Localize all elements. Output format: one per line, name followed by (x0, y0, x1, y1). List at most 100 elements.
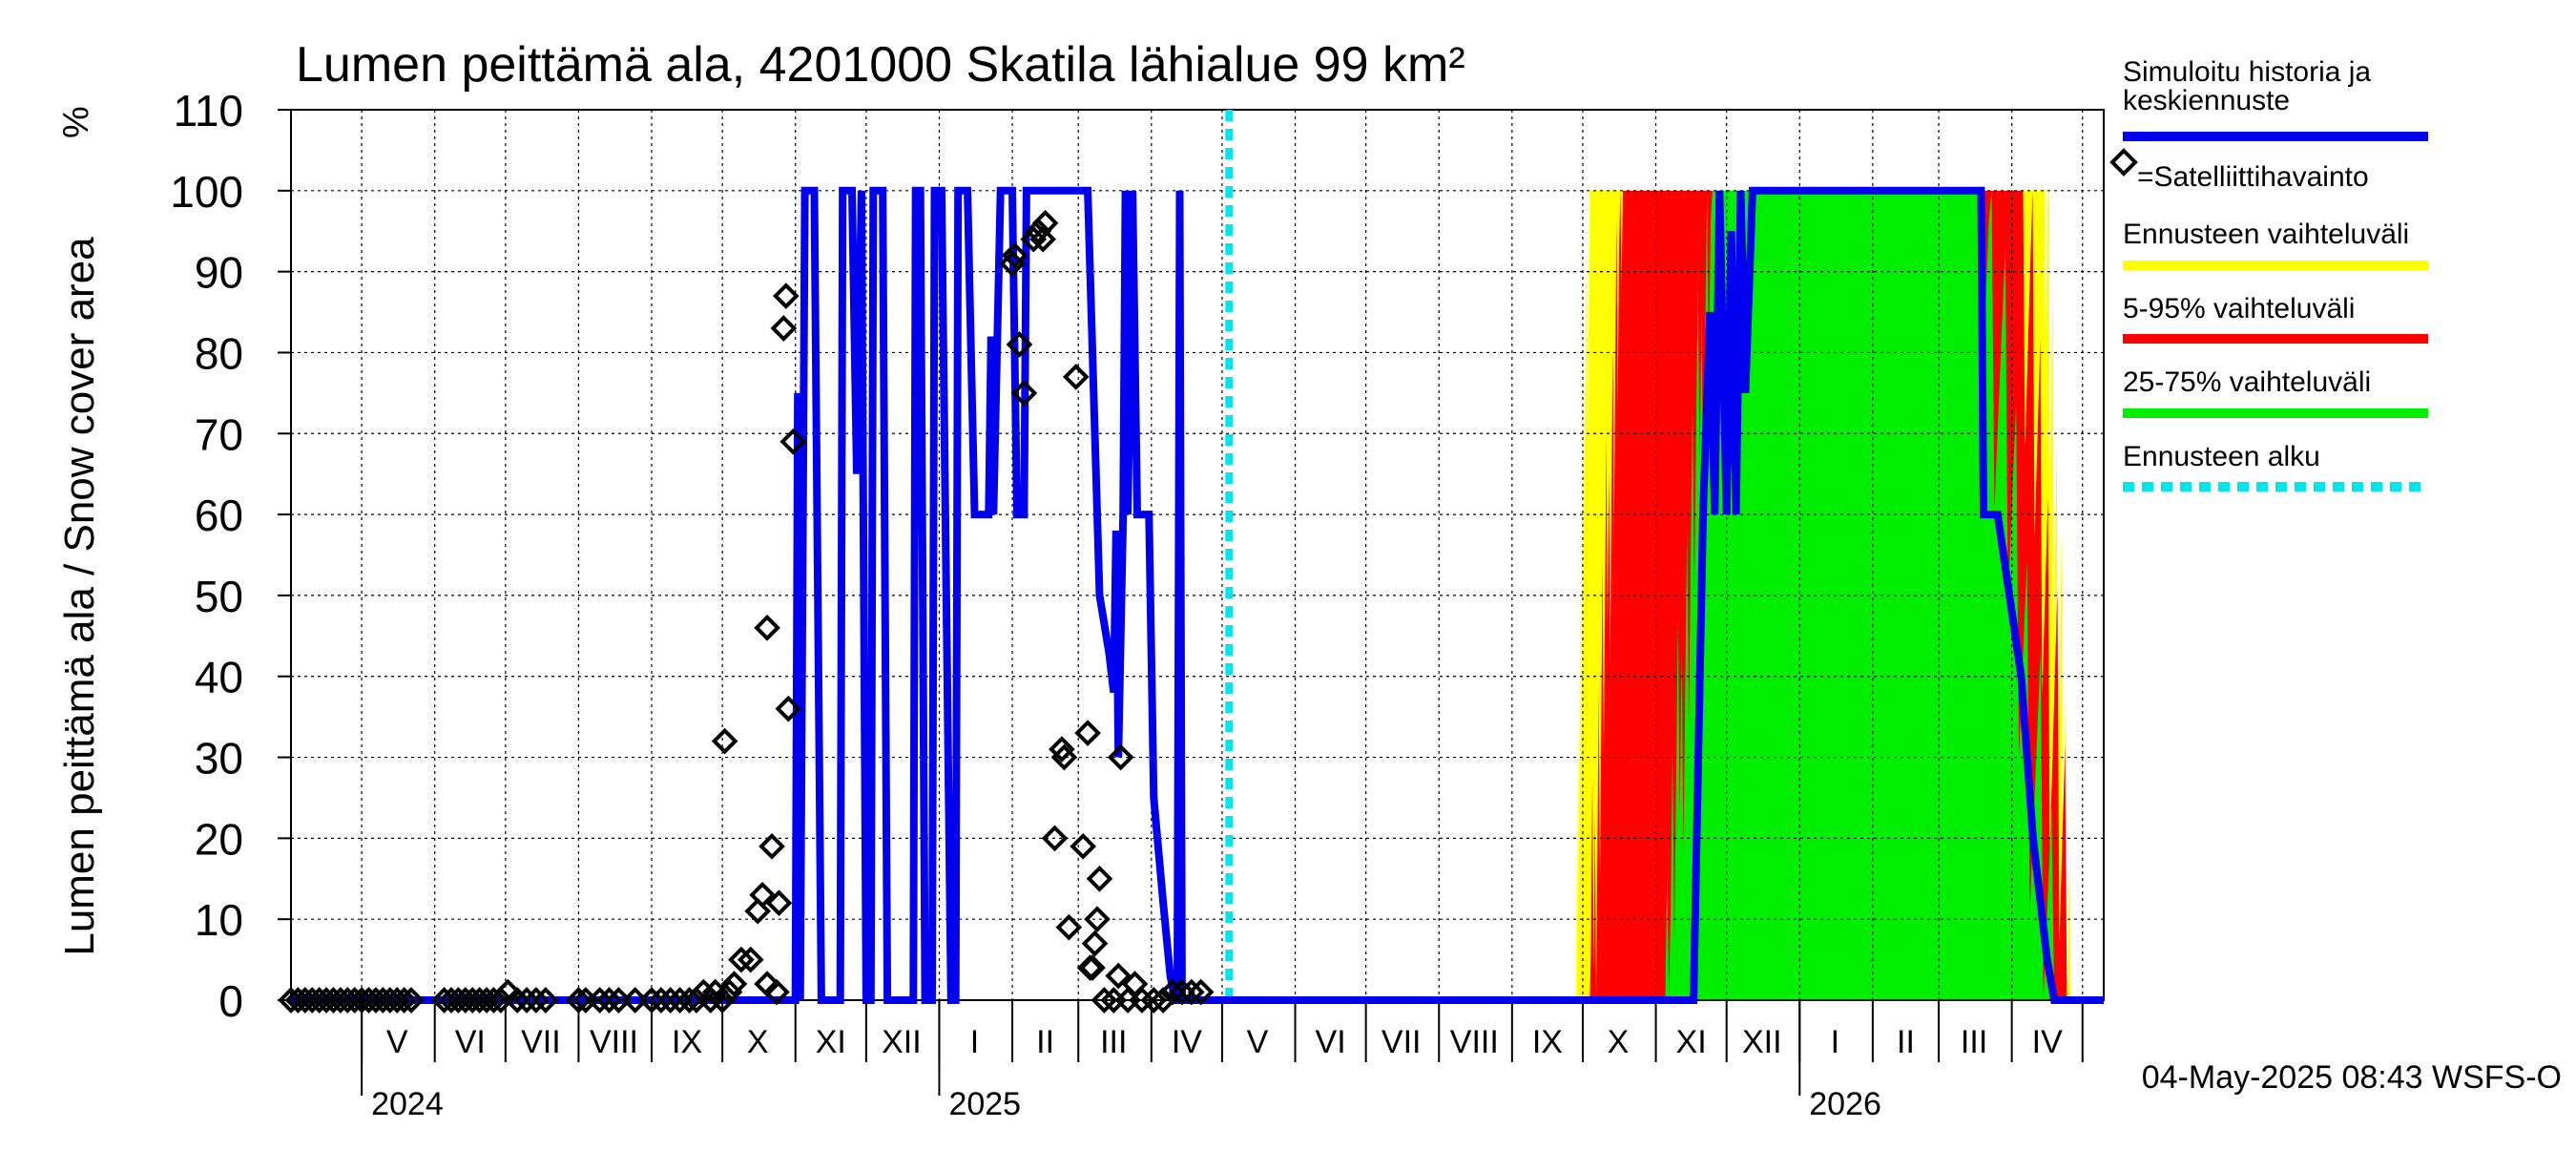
forecast-band-25-75 (1665, 190, 2055, 1000)
series-line-simulated (291, 186, 2104, 1004)
observation-marker (1086, 865, 1113, 892)
observation-marker (1029, 225, 1056, 253)
timestamp: 04-May-2025 08:43 WSFS-O (2142, 1059, 2562, 1096)
month-label: V (1247, 1024, 1269, 1060)
month-label: XI (816, 1024, 846, 1060)
legend-25-75-label: 25-75% vaihteluväli (2123, 366, 2371, 398)
observation-marker (648, 987, 675, 1014)
observation-marker (523, 987, 550, 1014)
month-label: VI (455, 1024, 486, 1060)
observation-marker (1001, 241, 1028, 269)
observation-marker (504, 987, 531, 1014)
observation-marker (1074, 720, 1101, 746)
observation-marker (754, 615, 780, 641)
observation-marker (716, 978, 743, 1006)
observation-marker (1091, 987, 1118, 1014)
observation-marker (1049, 736, 1075, 763)
y-axis-unit: % (56, 106, 96, 138)
month-label: II (1897, 1024, 1915, 1060)
observation-marker (720, 971, 748, 997)
month-label: IX (672, 1024, 702, 1060)
observation-marker (1055, 913, 1083, 941)
observation-marker (737, 946, 764, 973)
y-tick-label: 100 (170, 167, 243, 217)
observation-marker (565, 987, 592, 1014)
year-label: 2026 (1809, 1086, 1881, 1122)
observation-marker (1081, 930, 1109, 957)
month-label: VIII (1450, 1024, 1499, 1060)
year-label: 2024 (371, 1086, 444, 1122)
y-tick-label: 50 (195, 572, 243, 621)
observation-marker (1031, 209, 1059, 237)
observation-marker (1159, 978, 1186, 1006)
observation-marker (595, 987, 623, 1014)
month-label: X (747, 1024, 769, 1060)
y-tick-label: 110 (174, 86, 243, 136)
observation-marker (1169, 978, 1195, 1006)
observation-marker (513, 987, 540, 1014)
month-label: X (1608, 1024, 1630, 1060)
observation-marker (1177, 978, 1205, 1006)
observation-marker (1140, 987, 1168, 1014)
observation-marker (390, 987, 418, 1014)
observation-marker (1010, 380, 1038, 407)
month-label: III (1961, 1024, 1987, 1060)
observation-marker (709, 987, 736, 1014)
month-label: XII (882, 1024, 922, 1060)
y-tick-label: 10 (195, 895, 243, 945)
legend-range-label: Ennusteen vaihteluväli (2123, 219, 2409, 250)
observation-marker (1062, 364, 1090, 390)
observation-marker (586, 987, 613, 1014)
observation-marker (765, 889, 793, 917)
month-label: XI (1676, 1024, 1707, 1060)
month-label: I (1831, 1024, 1839, 1060)
legend-simulated-label-line2: keskiennuste (2123, 85, 2290, 116)
observation-marker (763, 978, 790, 1006)
y-tick-label: 60 (195, 491, 243, 540)
observation-marker (398, 987, 425, 1014)
year-label: 2025 (948, 1086, 1021, 1122)
y-axis-label: Lumen peittämä ala / Snow cover area (56, 237, 103, 956)
observation-marker (773, 282, 800, 309)
observation-marker (728, 946, 755, 973)
month-label: IX (1532, 1024, 1563, 1060)
legend-forecast-start-label: Ennusteen alku (2123, 441, 2320, 472)
legend-marker-icon (2109, 148, 2138, 177)
observation-marker (744, 897, 772, 925)
legend-5-95-label: 5-95% vaihteluväli (2123, 293, 2355, 324)
y-tick-label: 90 (195, 248, 243, 298)
chart-title: Lumen peittämä ala, 4201000 Skatila lähi… (296, 37, 1465, 93)
legend-simulated-label-line1: Simuloitu historia ja (2123, 56, 2371, 88)
observation-marker (770, 315, 798, 342)
observation-marker (749, 881, 776, 909)
month-label: IV (1172, 1024, 1202, 1060)
y-tick-label: 70 (195, 409, 243, 459)
observation-marker (656, 987, 684, 1014)
observation-marker (532, 987, 559, 1014)
month-label: V (386, 1024, 408, 1060)
observation-marker (758, 833, 785, 860)
observation-marker (1105, 962, 1132, 990)
observation-marker (1025, 218, 1052, 245)
observation-marker (1084, 906, 1111, 933)
observation-marker (1050, 743, 1078, 771)
observation-marker (1020, 225, 1048, 253)
y-tick-label: 0 (218, 976, 243, 1026)
observation-marker (638, 987, 665, 1014)
legend-observation-label: =Satelliittihavainto (2137, 161, 2369, 193)
observation-marker (1150, 987, 1177, 1014)
month-label: VI (1316, 1024, 1346, 1060)
observation-marker (1070, 833, 1096, 860)
y-tick-label: 30 (195, 734, 243, 784)
observation-marker (1079, 954, 1106, 981)
month-label: VIII (590, 1024, 638, 1060)
observation-marker (779, 428, 807, 455)
month-label: VII (1381, 1024, 1422, 1060)
observation-marker (1107, 743, 1134, 771)
y-tick-label: 80 (195, 328, 243, 378)
month-label: XII (1742, 1024, 1782, 1060)
